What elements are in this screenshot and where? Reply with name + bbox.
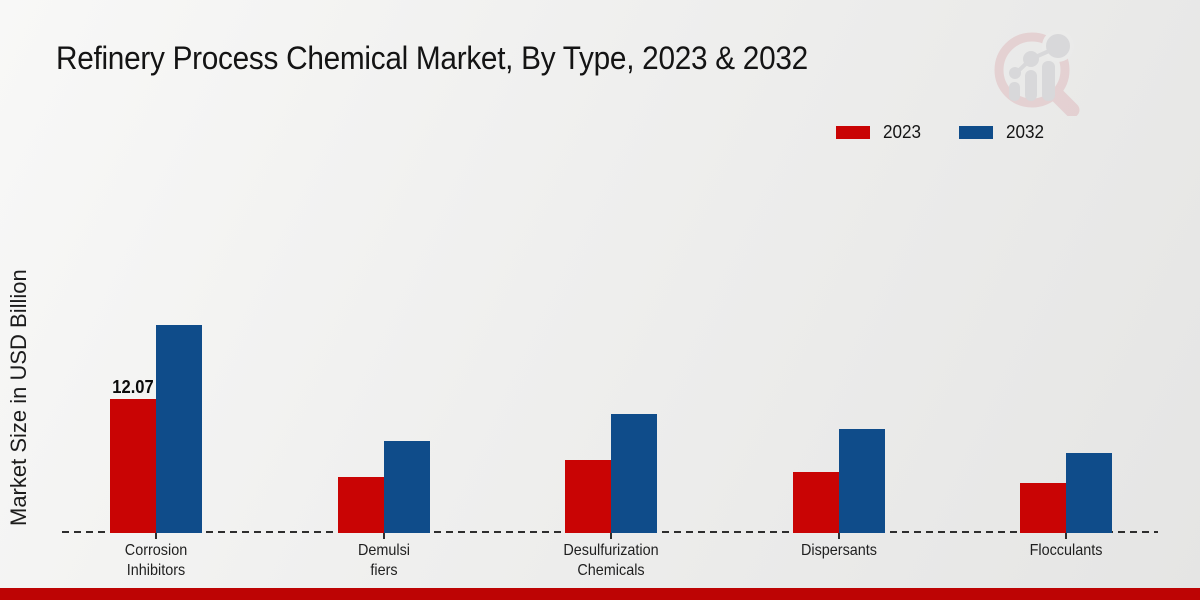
bar-2032-demulsifiers bbox=[383, 441, 430, 533]
legend-item-2032: 2032 bbox=[959, 122, 1046, 143]
legend-swatch-2023 bbox=[836, 126, 870, 139]
bar-2023-corrosion-inhibitors bbox=[110, 399, 156, 533]
magnifier-bar-chart-logo-icon bbox=[994, 30, 1080, 116]
bar-2023-desulfurization-chemicals bbox=[565, 460, 611, 533]
footer-accent-band bbox=[0, 588, 1200, 600]
x-axis-tick-demulsifiers bbox=[382, 533, 385, 539]
bar-2032-dispersants bbox=[838, 429, 885, 533]
bar-2023-dispersants bbox=[792, 472, 839, 533]
bar-2023-demulsifiers bbox=[337, 477, 384, 533]
x-axis-tick-desulfurization-chemicals bbox=[610, 533, 612, 539]
value-label-2023-corrosion-inhibitors: 12.07 bbox=[112, 377, 154, 397]
x-axis-tick-corrosion-inhibitors bbox=[155, 533, 157, 539]
legend-label-2023: 2023 bbox=[883, 122, 922, 142]
legend-item-2023: 2023 bbox=[836, 122, 923, 143]
bar-2032-desulfurization-chemicals bbox=[611, 414, 657, 533]
bar-2032-flocculants bbox=[1066, 453, 1112, 533]
category-label-demulsifiers: Demulsi fiers bbox=[357, 542, 410, 579]
legend: 2023 2032 bbox=[836, 122, 1046, 143]
category-label-flocculants: Flocculants bbox=[1029, 542, 1103, 559]
category-label-desulfurization-chemicals: Desulfurization Chemicals bbox=[563, 542, 659, 579]
legend-swatch-2032 bbox=[959, 126, 994, 139]
legend-label-2032: 2032 bbox=[1006, 122, 1045, 142]
category-label-dispersants: Dispersants bbox=[800, 542, 877, 559]
x-axis-tick-dispersants bbox=[837, 533, 840, 539]
chart-title: Refinery Process Chemical Market, By Typ… bbox=[56, 40, 808, 76]
bar-2023-flocculants bbox=[1020, 483, 1066, 533]
bar-2032-corrosion-inhibitors bbox=[156, 325, 202, 533]
category-label-corrosion-inhibitors: Corrosion Inhibitors bbox=[124, 542, 188, 579]
x-axis-tick-flocculants bbox=[1065, 533, 1067, 539]
